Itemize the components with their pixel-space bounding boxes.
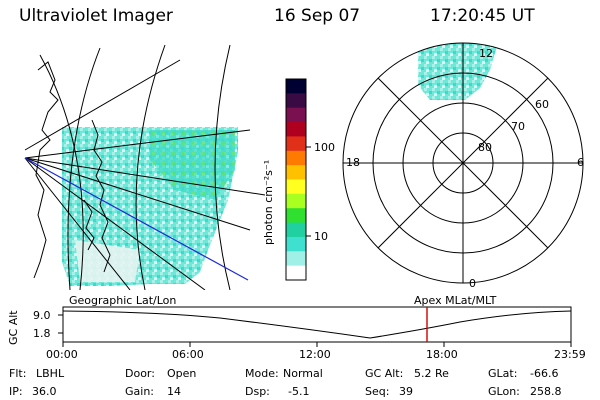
alt-ytick-label-9: 9.0 (33, 309, 51, 322)
polar-mlt-12: 12 (479, 47, 493, 60)
aurora-bright-region (150, 130, 235, 200)
coastline (33, 61, 59, 279)
alt-ytick-label-1-8: 1.8 (33, 327, 51, 340)
colorbar-unit-label: photon cm⁻²s⁻¹ (262, 159, 275, 245)
gc-alt-label: GC Alt: (365, 367, 404, 380)
flt-label: Flt: (9, 367, 27, 380)
dsp-value: -5.1 (288, 385, 310, 398)
ip-label: IP: (9, 385, 23, 398)
glat-value: -66.6 (530, 367, 559, 380)
glat-label: GLat: (488, 367, 518, 380)
colorbar-segment (286, 107, 306, 123)
colorbar-label-100: 100 (314, 141, 335, 154)
colorbar-segment (286, 150, 306, 166)
coastline-2 (91, 119, 111, 273)
instrument-title: Ultraviolet Imager (19, 6, 173, 26)
colorbar-segment (286, 79, 306, 94)
polar-mlt-0: 0 (469, 277, 476, 290)
mode-value: Normal (283, 367, 323, 380)
colorbar-segment (286, 208, 306, 224)
alt-xtick-label-24: 23:59 (554, 348, 586, 361)
colorbar-segment (286, 193, 306, 209)
altitude-plot (58, 306, 572, 347)
colorbar (286, 79, 306, 281)
seq-value: 39 (399, 385, 413, 398)
polar-plot (342, 42, 584, 284)
alt-xtick-label-0: 00:00 (46, 348, 78, 361)
polar-aurora-image (418, 43, 498, 100)
mode-label: Mode: (245, 367, 279, 380)
left-panel-caption: Geographic Lat/Lon (69, 294, 177, 307)
glon-value: 258.8 (530, 385, 562, 398)
terminator-line (24, 157, 249, 281)
alt-xtick-label-6: 06:00 (172, 348, 204, 361)
ip-value: 36.0 (32, 385, 57, 398)
colorbar-segment (286, 265, 306, 281)
alt-xtick-label-12: 12:00 (299, 348, 331, 361)
colorbar-segment (286, 179, 306, 195)
seq-label: Seq: (365, 385, 390, 398)
polar-mlt-6: 6 (577, 156, 584, 169)
alt-xtick-label-18: 18:00 (426, 348, 458, 361)
door-label: Door: (125, 367, 155, 380)
polar-lat-80: 80 (478, 141, 492, 154)
colorbar-segment (286, 136, 306, 152)
image-time: 17:20:45 UT (430, 6, 535, 26)
polar-panel-caption: Apex MLat/MLT (414, 294, 497, 307)
gain-label: Gain: (125, 385, 154, 398)
polar-diag-2 (377, 77, 549, 249)
colorbar-frame (285, 78, 307, 281)
colorbar-segment (286, 165, 306, 180)
gc-alt-value: 5.2 Re (414, 367, 449, 380)
flt-value: LBHL (36, 367, 65, 380)
colorbar-segment (286, 222, 306, 238)
colorbar-segment (286, 93, 306, 109)
polar-lat-60: 60 (535, 98, 549, 111)
colorbar-segment (286, 236, 306, 252)
glon-label: GLon: (488, 385, 520, 398)
graticule (24, 44, 265, 290)
image-date: 16 Sep 07 (274, 6, 361, 26)
colorbar-segment (286, 122, 306, 137)
alt-plot-frame (62, 306, 572, 343)
geographic-map (24, 44, 265, 290)
gain-value: 14 (167, 385, 181, 398)
colorbar-segment (286, 251, 306, 267)
altitude-curve (62, 310, 572, 339)
dsp-label: Dsp: (245, 385, 270, 398)
polar-lat-70: 70 (511, 120, 525, 133)
door-value: Open (167, 367, 197, 380)
alt-plot-ylabel: GC Alt (7, 310, 20, 345)
colorbar-label-10: 10 (314, 230, 328, 243)
polar-mlt-18: 18 (346, 156, 360, 169)
